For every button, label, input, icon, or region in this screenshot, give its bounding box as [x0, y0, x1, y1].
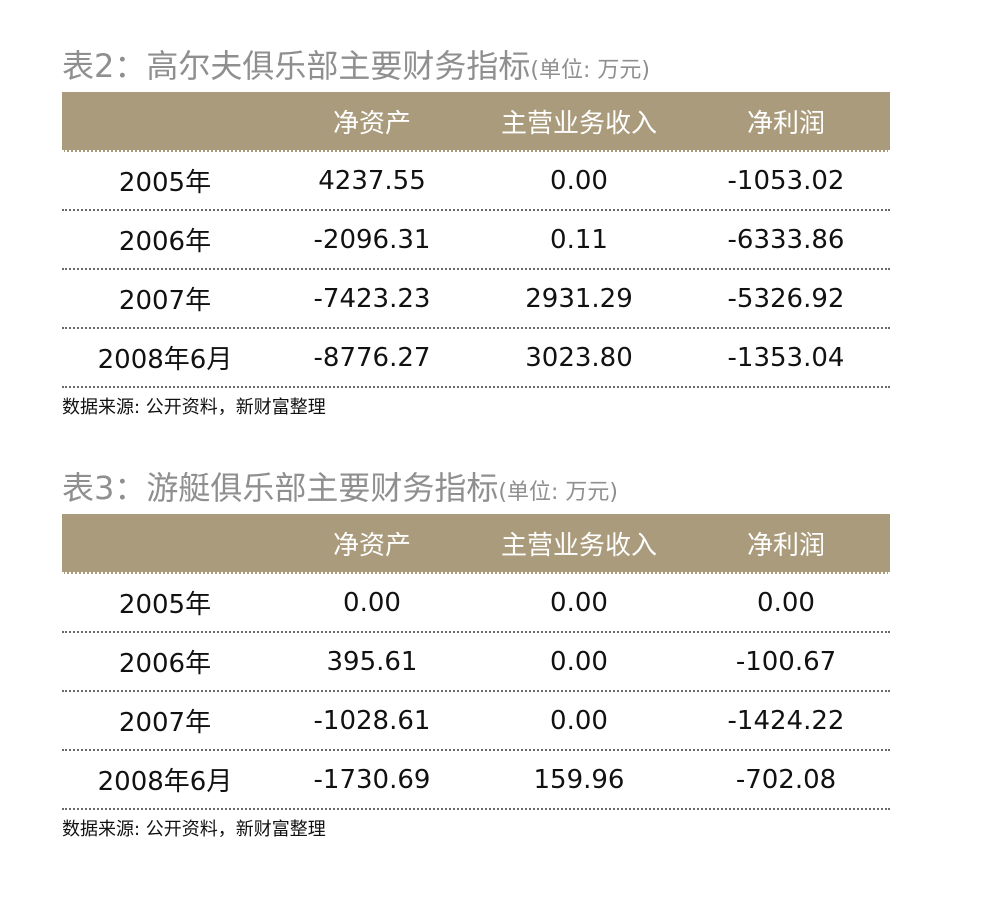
- cell-revenue: 0.00: [550, 165, 608, 196]
- table-row: 2007年 -7423.23 2931.29 -5326.92: [62, 270, 890, 329]
- header-cell-net-profit: 净利润: [746, 108, 825, 139]
- cell-net-assets: -1028.61: [313, 705, 431, 736]
- cell-net-assets: 0.00: [343, 587, 401, 618]
- cell-revenue: 0.00: [550, 705, 608, 736]
- cell-revenue: 159.96: [533, 764, 625, 795]
- table-title-text: 表2：高尔夫俱乐部主要财务指标: [62, 47, 531, 85]
- row-label: 2008年6月: [97, 767, 233, 797]
- cell-net-assets: -2096.31: [313, 224, 431, 255]
- cell-net-profit: 0.00: [757, 587, 815, 618]
- cell-net-assets: 395.61: [326, 646, 418, 677]
- table-row: 2008年6月 -8776.27 3023.80 -1353.04: [62, 329, 890, 388]
- table-title-text: 表3：游艇俱乐部主要财务指标: [62, 469, 499, 507]
- cell-net-profit: -100.67: [735, 646, 837, 677]
- table-title: 表3：游艇俱乐部主要财务指标(单位: 万元): [62, 462, 890, 514]
- header-cell-net-profit: 净利润: [746, 530, 825, 561]
- table-row: 2007年 -1028.61 0.00 -1424.22: [62, 692, 890, 751]
- cell-net-assets: -8776.27: [313, 342, 431, 373]
- table-row: 2005年 0.00 0.00 0.00: [62, 574, 890, 633]
- cell-net-profit: -1353.04: [727, 342, 845, 373]
- header-cell-net-assets: 净资产: [332, 108, 411, 139]
- table-row: 2005年 4237.55 0.00 -1053.02: [62, 152, 890, 211]
- cell-revenue: 3023.80: [525, 342, 633, 373]
- row-label: 2007年: [118, 708, 212, 738]
- table-title: 表2：高尔夫俱乐部主要财务指标(单位: 万元): [62, 40, 890, 92]
- table-row: 2006年 395.61 0.00 -100.67: [62, 633, 890, 692]
- cell-revenue: 0.11: [550, 224, 608, 255]
- cell-net-profit: -702.08: [735, 764, 837, 795]
- table-header-row: 净资产 主营业务收入 净利润: [62, 514, 890, 574]
- cell-net-profit: -1424.22: [727, 705, 845, 736]
- cell-net-assets: 4237.55: [318, 165, 426, 196]
- table-unit: (单位: 万元): [530, 58, 650, 83]
- cell-revenue: 0.00: [550, 587, 608, 618]
- table-row: 2006年 -2096.31 0.11 -6333.86: [62, 211, 890, 270]
- row-label: 2006年: [118, 649, 212, 679]
- cell-net-profit: -5326.92: [727, 283, 845, 314]
- row-label: 2005年: [118, 590, 212, 620]
- data-source-note: 数据来源: 公开资料，新财富整理: [62, 819, 326, 840]
- cell-net-assets: -1730.69: [313, 764, 431, 795]
- cell-net-profit: -1053.02: [727, 165, 845, 196]
- row-label: 2008年6月: [97, 345, 233, 375]
- header-cell-revenue: 主营业务收入: [500, 530, 657, 561]
- cell-revenue: 2931.29: [525, 283, 633, 314]
- header-cell-net-assets: 净资产: [332, 530, 411, 561]
- row-label: 2007年: [118, 286, 212, 316]
- cell-revenue: 0.00: [550, 646, 608, 677]
- table-header-row: 净资产 主营业务收入 净利润: [62, 92, 890, 152]
- row-label: 2005年: [118, 168, 212, 198]
- cell-net-assets: -7423.23: [313, 283, 431, 314]
- data-source-note: 数据来源: 公开资料，新财富整理: [62, 397, 326, 418]
- table-row: 2008年6月 -1730.69 159.96 -702.08: [62, 751, 890, 810]
- cell-net-profit: -6333.86: [727, 224, 845, 255]
- table-block-yacht: 表3：游艇俱乐部主要财务指标(单位: 万元) 净资产 主营业务收入 净利润 20…: [62, 462, 890, 850]
- table-block-golf: 表2：高尔夫俱乐部主要财务指标(单位: 万元) 净资产 主营业务收入 净利润 2…: [62, 40, 890, 428]
- header-cell-revenue: 主营业务收入: [500, 108, 657, 139]
- row-label: 2006年: [118, 227, 212, 257]
- table-unit: (单位: 万元): [498, 480, 618, 505]
